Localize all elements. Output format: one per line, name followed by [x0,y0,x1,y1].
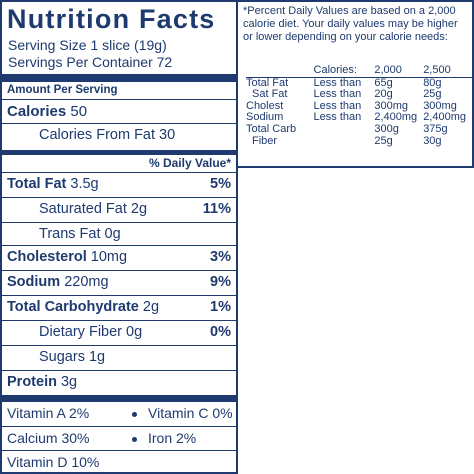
nutrient-row-saturated-fat: Saturated Fat 2g 11% [2,197,236,223]
nutrient-row-cholesterol: Cholesterol 10mg 3% [2,245,236,271]
footnote-text: *Percent Daily Values are based on a 2,0… [243,5,458,43]
nutrient-row-sugars: Sugars 1g [2,345,236,371]
nutrient-row-trans-fat: Trans Fat 0g [2,222,236,248]
daily-values-footnote: *Percent Daily Values are based on a 2,0… [238,0,474,168]
table-cell [246,65,314,78]
calories-from-fat: Calories From Fat 30 [39,127,176,143]
nutrient-name: Total Fat [7,176,67,192]
nutrient-amount: 3.5g [70,176,99,192]
divider [2,450,236,451]
table-cell: 300mg [374,99,408,112]
vitamin-a: Vitamin A 2% [7,405,90,421]
nutrient-name: Sugars 1g [39,349,106,365]
table-cell: 80g [423,76,442,89]
table-cell: Sodium [246,111,284,124]
nutrient-row-sodium: Sodium 220mg 9% [2,270,236,296]
table-cell: 375g [423,122,448,135]
table-cell: Total Fat [246,76,289,89]
calories-row: Calories 50 [7,103,87,120]
table-header-row: Calories: 2,000 2,500 [246,64,472,78]
table-cell: 2,400mg [374,111,418,124]
table-cell: 25g [423,88,442,101]
calcium: Calcium 30% [7,430,90,446]
thick-divider [2,74,236,82]
calories-value: 50 [70,103,88,120]
nutrient-dv: 9% [210,274,231,290]
nutrient-dv: 1% [210,299,231,315]
table-cell: Cholest [246,99,284,112]
vitamin-d: Vitamin D 10% [7,454,100,470]
nutrient-amount: 3g [60,374,78,390]
servings-per-container: Servings Per Container 72 [8,54,173,70]
divider [2,123,236,124]
calories-label: Calories [7,103,67,120]
table-row: Fiber 25g 30g [246,134,472,148]
divider [2,99,236,100]
thick-divider [2,395,236,402]
nutrient-name: Trans Fat 0g [39,226,121,242]
amount-per-serving: Amount Per Serving [7,84,118,96]
serving-size: Serving Size 1 slice (19g) [8,37,167,53]
daily-values-table: Calories: 2,000 2,500 Total Fat Less tha… [246,64,472,148]
table-cell: 300g [374,122,399,135]
iron: Iron 2% [148,430,197,446]
nutrient-dv: 3% [210,249,231,265]
table-cell: 2,500 [423,64,472,78]
bullet-icon [132,437,137,442]
nutrient-name: Total Carbohydrate [7,299,139,315]
medium-divider [2,150,236,155]
nutrient-name: Saturated Fat 2g [39,201,148,217]
table-row: Total Carb 300g 375g [246,122,472,136]
vitamin-c: Vitamin C 0% [148,405,233,421]
table-cell: Less than [313,99,362,112]
nutrient-name: Sodium [7,274,61,290]
table-cell: Total Carb [246,122,297,135]
table-cell: 2,400mg [423,111,466,124]
table-cell: Less than [313,88,362,101]
table-cell: Fiber [252,134,278,147]
table-cell [314,124,375,136]
nutrient-name: Protein [7,374,57,390]
nutrient-row-total-carbohydrate: Total Carbohydrate 2g 1% [2,295,236,321]
table-cell: Less than [313,76,362,89]
table-cell: 20g [374,88,393,101]
table-row: Sat Fat Less than 20g 25g [246,89,472,101]
nutrient-row-total-fat: Total Fat 3.5g 5% [2,172,236,198]
table-cell [314,136,375,148]
nutrient-name: Cholesterol [7,249,87,265]
table-row: Total Fat Less than 65g 80g [246,77,472,89]
daily-value-header: % Daily Value* [148,156,231,170]
nutrient-row-protein: Protein 3g [2,370,236,396]
table-cell: 30g [423,134,442,147]
nutrient-name: Dietary Fiber 0g [39,324,143,340]
nutrient-amount: 10mg [90,249,128,265]
table-row: Sodium Less than 2,400mg 2,400mg [246,112,472,124]
table-cell: Sat Fat [252,88,288,101]
nutrient-row-dietary-fiber: Dietary Fiber 0g 0% [2,320,236,346]
nutrient-amount: 220mg [64,274,109,290]
label-title: Nutrition Facts [7,4,216,34]
nutrient-dv: 11% [202,201,231,217]
table-cell: Calories: [313,64,375,78]
bullet-icon [132,412,137,417]
table-row: Cholest Less than 300mg 300mg [246,99,472,113]
nutrient-dv: 0% [210,324,231,340]
nutrient-dv: 5% [210,176,231,192]
table-cell: Less than [313,111,362,124]
table-cell: 300mg [423,99,457,112]
table-cell: 25g [374,134,393,147]
table-cell: 2,000 [374,64,424,78]
nutrient-amount: 2g [142,299,160,315]
table-cell: 65g [374,76,393,89]
divider [2,426,236,427]
nutrition-facts-label: Nutrition Facts Serving Size 1 slice (19… [0,0,238,474]
